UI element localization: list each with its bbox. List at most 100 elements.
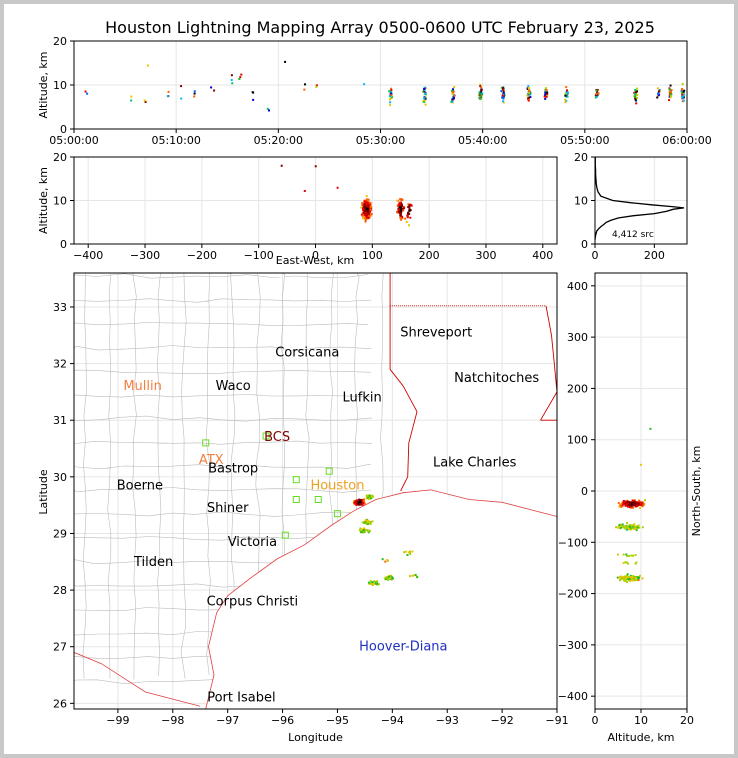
city-label: Mullin <box>123 379 162 394</box>
source-point <box>414 574 417 577</box>
source-point <box>354 500 357 503</box>
source-point <box>637 503 640 506</box>
source-point <box>597 92 600 95</box>
plan-view-xlabel: Longitude <box>288 731 343 744</box>
lma-station-marker <box>333 510 341 518</box>
source-point <box>368 494 371 497</box>
source-point <box>626 528 629 531</box>
source-point <box>565 90 568 93</box>
ns-height-y-tick-label: −200 <box>558 588 588 601</box>
source-point <box>390 89 393 92</box>
source-point <box>405 550 408 553</box>
plan-view-x-tick-label: −96 <box>271 714 294 727</box>
source-point <box>681 95 684 98</box>
source-point <box>388 90 391 93</box>
source-point <box>618 523 621 526</box>
source-point <box>367 494 370 497</box>
source-point <box>626 526 629 529</box>
source-point <box>545 95 548 98</box>
source-point <box>368 214 371 217</box>
source-point <box>596 94 599 97</box>
source-point <box>626 505 629 508</box>
ns-height-x-tick-label: 10 <box>634 714 648 727</box>
source-point <box>625 580 628 583</box>
source-point <box>144 100 147 103</box>
source-point <box>616 576 619 579</box>
source-point <box>405 221 408 224</box>
source-point <box>375 580 378 583</box>
source-point <box>412 574 415 577</box>
source-point <box>682 95 685 98</box>
source-point <box>634 91 637 94</box>
source-point <box>388 98 391 101</box>
city-label: Corsicana <box>275 345 339 360</box>
source-point <box>400 218 403 221</box>
lma-station-marker <box>281 531 289 539</box>
source-point <box>386 578 389 581</box>
source-point <box>361 521 364 524</box>
source-point <box>668 88 671 91</box>
ns-height-y-tick-label: 400 <box>567 280 588 293</box>
source-point <box>635 527 638 530</box>
source-point <box>239 76 242 79</box>
ns-height-y-tick-label: 200 <box>567 382 588 395</box>
source-point <box>361 503 364 506</box>
source-point <box>402 205 405 208</box>
source-point <box>631 502 634 505</box>
plan-view-x-tick-label: −97 <box>216 714 239 727</box>
source-point <box>683 89 686 92</box>
source-point <box>369 582 372 585</box>
map-content: Shreveport Corsicana Mullin Waco Natchitoche… <box>74 273 557 709</box>
source-point <box>623 500 626 503</box>
source-point <box>618 576 621 579</box>
source-point <box>617 526 620 529</box>
source-point <box>638 501 641 504</box>
source-point <box>390 576 393 579</box>
ew-height-x-tick-label: −300 <box>130 249 160 262</box>
source-point <box>623 577 626 580</box>
source-point <box>629 579 632 582</box>
source-point <box>451 98 454 101</box>
time-height-y-tick-label: 10 <box>53 79 67 92</box>
source-point <box>315 85 318 88</box>
source-point <box>86 92 89 95</box>
source-point <box>360 206 363 209</box>
source-point <box>526 94 529 97</box>
source-point <box>409 216 412 219</box>
source-point <box>656 96 659 99</box>
source-point <box>632 524 635 527</box>
source-point <box>401 207 404 210</box>
source-point <box>399 216 402 219</box>
source-point <box>479 83 482 86</box>
source-point <box>633 503 636 506</box>
source-point <box>365 522 368 525</box>
source-point <box>384 578 387 581</box>
source-point <box>642 504 645 507</box>
source-point <box>636 505 639 508</box>
source-point <box>635 579 638 582</box>
source-point <box>407 203 410 206</box>
time-height-panel: 05:00:00 05:10:00 05:20:00 05:30:00 05:40:00… <box>37 35 712 147</box>
source-point <box>368 216 371 219</box>
source-point <box>373 580 376 583</box>
source-point <box>361 214 364 217</box>
source-point <box>635 529 638 532</box>
source-point <box>633 527 636 530</box>
source-point <box>683 93 686 96</box>
source-point <box>634 554 637 557</box>
source-point <box>615 526 618 529</box>
source-point <box>636 576 639 579</box>
source-point <box>594 96 597 99</box>
source-point <box>544 87 547 90</box>
source-point <box>363 530 366 533</box>
source-point <box>370 583 373 586</box>
source-point <box>453 94 456 97</box>
source-point <box>502 86 505 89</box>
source-point <box>365 195 368 198</box>
source-point <box>668 95 671 98</box>
source-point <box>529 93 532 96</box>
source-point <box>630 554 633 557</box>
source-point <box>480 89 483 92</box>
source-point <box>632 506 635 509</box>
